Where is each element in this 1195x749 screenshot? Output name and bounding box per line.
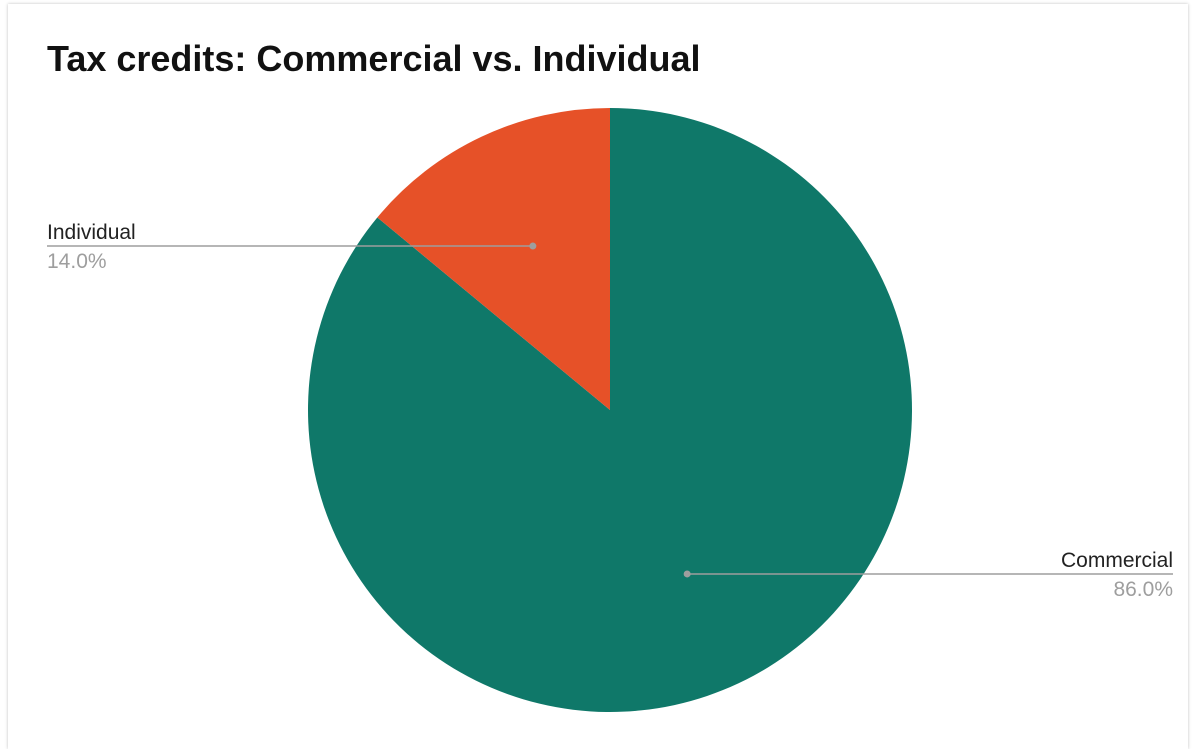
callout-dot-commercial bbox=[683, 570, 691, 578]
slice-label-commercial: Commercial bbox=[1061, 549, 1173, 572]
slice-percent-commercial: 86.0% bbox=[1113, 578, 1173, 601]
pie-slices bbox=[307, 108, 912, 712]
chart-title: Tax credits: Commercial vs. Individual bbox=[47, 38, 701, 79]
slice-percent-individual: 14.0% bbox=[47, 250, 107, 273]
pie-callouts: Commercial 86.0% Individual 14.0% bbox=[47, 221, 1173, 601]
callout-dot-individual bbox=[529, 242, 537, 250]
slice-label-individual: Individual bbox=[47, 221, 136, 244]
pie-slice-individual bbox=[377, 108, 610, 410]
